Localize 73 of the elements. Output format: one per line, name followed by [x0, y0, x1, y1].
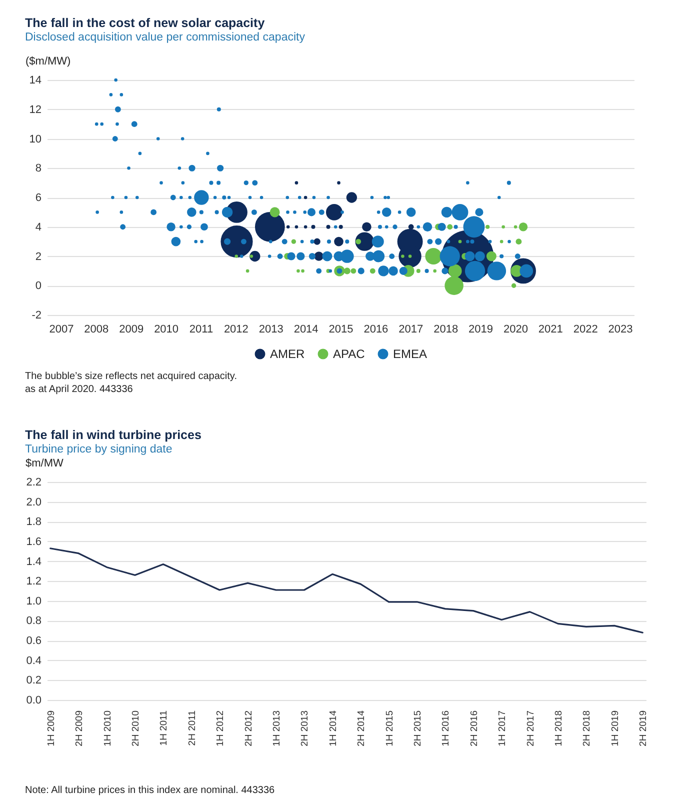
line-series — [50, 548, 644, 634]
text: The bubble’s size reflects net acquired capacity. — [25, 370, 238, 383]
x-tick-label: 2H 2014 — [356, 710, 368, 746]
y-tick-label: 6 — [35, 192, 42, 204]
x-tick-label: 2H 2018 — [582, 710, 593, 746]
x-tick-label: 2H 2009 — [74, 710, 86, 746]
x-tick-label: 1H 2013 — [271, 710, 282, 746]
x-tick-label: 2010 — [154, 324, 179, 336]
text: Note: All turbine prices in this index are nominal. 443336 — [25, 784, 276, 797]
x-tick-label: 2022 — [573, 324, 598, 336]
x-tick-label: 2H 2017 — [525, 710, 536, 746]
x-tick-label: 1H 2015 — [384, 710, 396, 746]
y-axis-title: $m/MW — [26, 458, 64, 470]
x-tick-label: 2009 — [119, 324, 144, 336]
y-tick-label: 10 — [29, 133, 42, 146]
y-tick-label: 0.4 — [26, 654, 42, 667]
y-tick-label: 0.8 — [26, 615, 42, 628]
y-tick-label: 12 — [29, 104, 42, 116]
y-tick-label: 0.2 — [26, 674, 42, 687]
x-tick-label: 2016 — [364, 324, 388, 336]
x-tick-label: 1H 2014 — [328, 710, 339, 746]
x-tick-label: 2H 2015 — [412, 710, 424, 746]
x-tick-label: 2007 — [49, 324, 74, 336]
y-tick-label: -2 — [32, 310, 42, 322]
y-tick-label: 4 — [35, 221, 42, 234]
y-tick-label: 2.0 — [26, 496, 42, 508]
x-tick-label: 2018 — [434, 324, 458, 336]
x-tick-label: 2013 — [258, 324, 284, 336]
x-tick-label: 2H 2019 — [638, 710, 650, 746]
chart-subtitle: Disclosed acquisition value per commissioned capacity — [25, 32, 306, 44]
x-tick-label: 2H 2013 — [300, 710, 311, 746]
x-tick-label: 1H 2011 — [158, 710, 170, 746]
y-tick-label: 2 — [35, 250, 42, 263]
y-tick-label: 1.0 — [26, 595, 42, 608]
y-tick-label: 8 — [35, 162, 42, 175]
x-tick-label: 1H 2010 — [102, 710, 114, 746]
x-tick-label: 1H 2019 — [610, 710, 621, 746]
y-tick-label: 0 — [35, 280, 42, 292]
text: as at April 2020. 443336 — [25, 383, 134, 396]
x-tick-label: 2H 2011 — [186, 710, 198, 746]
y-tick-label: 1.2 — [26, 576, 42, 588]
x-tick-label: 2017 — [398, 324, 424, 336]
x-tick-label: 2H 2010 — [130, 710, 142, 746]
legend-label: APAC — [333, 347, 366, 361]
x-tick-label: 2019 — [468, 324, 494, 336]
y-tick-label: 0.6 — [26, 635, 42, 648]
x-tick-label: 2012 — [224, 324, 248, 336]
x-tick-label: 2H 2012 — [243, 710, 254, 746]
x-tick-label: 2014 — [294, 324, 318, 336]
x-tick-label: 1H 2009 — [46, 710, 57, 746]
y-tick-label: 14 — [29, 74, 42, 86]
chart-subtitle: Turbine price by signing date — [25, 444, 172, 456]
x-tick-label: 1H 2018 — [554, 710, 565, 746]
chart-title: The fall in the cost of new solar capacity — [25, 16, 265, 30]
y-axis-title: ($m/MW) — [26, 56, 71, 68]
legend-label: AMER — [270, 347, 306, 361]
x-tick-label: 2015 — [328, 324, 354, 336]
x-tick-label: 2023 — [608, 324, 633, 336]
x-tick-label: 2008 — [84, 324, 109, 336]
x-tick-label: 1H 2012 — [215, 710, 226, 746]
chart-title: The fall in wind turbine prices — [25, 428, 202, 442]
legend-label: EMEA — [393, 347, 428, 361]
y-tick-label: 2.2 — [26, 476, 42, 488]
x-tick-label: 2H 2016 — [468, 710, 480, 746]
x-tick-label: 1H 2017 — [497, 710, 508, 746]
y-tick-label: 1.6 — [26, 536, 42, 548]
x-tick-label: 2011 — [189, 324, 214, 336]
y-tick-label: 0.0 — [26, 694, 42, 706]
y-tick-label: 1.8 — [26, 516, 42, 528]
x-tick-label: 2021 — [538, 324, 563, 336]
y-tick-label: 1.4 — [26, 556, 42, 568]
x-tick-label: 1H 2016 — [440, 710, 452, 746]
x-tick-label: 2020 — [503, 324, 528, 336]
